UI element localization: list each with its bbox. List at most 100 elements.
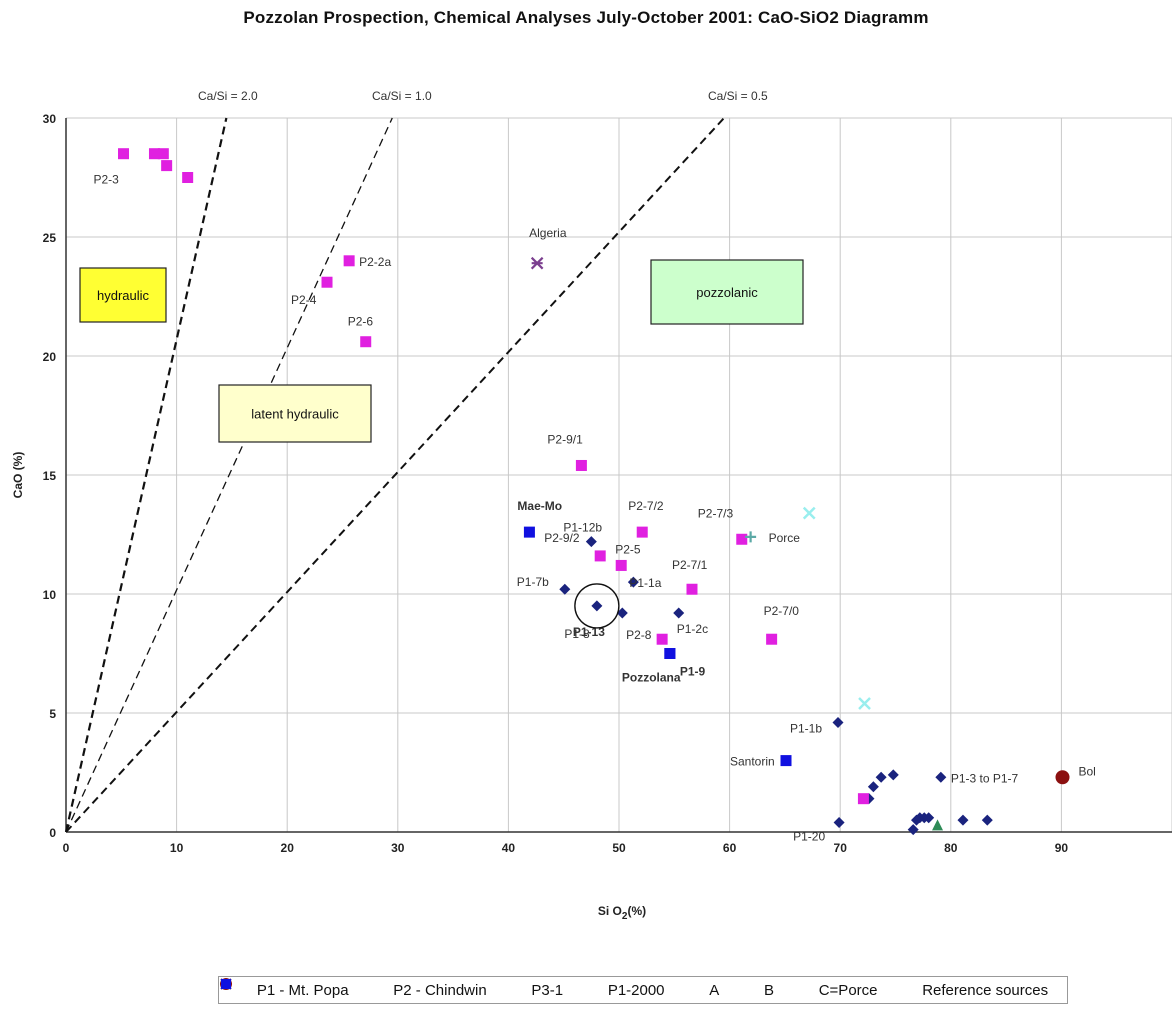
- data-point: [321, 276, 333, 288]
- series-b: Bol: [1055, 764, 1096, 785]
- point-label: P2-3: [94, 173, 120, 187]
- data-point: [907, 824, 919, 836]
- data-point: [118, 148, 130, 160]
- ratio-line-label: Ca/Si = 2.0: [198, 89, 258, 103]
- series-reference-sources: Mae-Mo Pozzolana P1-9 Santorin: [517, 499, 792, 769]
- y-tick-label: 5: [49, 707, 56, 721]
- legend-item: P1-2000: [220, 978, 665, 999]
- point-label: P1-9: [680, 665, 706, 679]
- ratio-line: [65, 117, 725, 833]
- series-c-porce: Porce: [745, 531, 800, 545]
- x-tick-label: 60: [723, 841, 737, 855]
- point-label: P1-3 to P1-7: [951, 771, 1019, 785]
- legend-label: Reference sources: [922, 981, 1049, 999]
- x-tick-label: 20: [281, 841, 295, 855]
- data-point: [664, 648, 676, 659]
- x-tick-label: 40: [502, 841, 516, 855]
- region-box: [79, 267, 167, 323]
- data-point: [875, 771, 887, 783]
- point-label: P1-8: [564, 627, 590, 641]
- y-tick-label: 10: [43, 588, 57, 602]
- data-point: [766, 633, 778, 645]
- data-point: [161, 160, 173, 172]
- data-point: [575, 459, 587, 471]
- scatter-plot: 0 10 20 30 40 50 60 70 80 90 0 5 10 15 20 25 30 Si O2(%) C…: [11, 89, 1172, 922]
- data-point: [157, 148, 169, 160]
- point-label: Santorin: [730, 755, 775, 769]
- data-point: [594, 550, 606, 562]
- legend-label: P2 - Chindwin: [393, 981, 487, 999]
- x-tick-label: 70: [834, 841, 848, 855]
- data-point: [745, 531, 757, 543]
- point-label: P2-2a: [359, 255, 391, 269]
- point-label: Porce: [769, 531, 801, 545]
- point-label: P2-9/1: [547, 432, 583, 446]
- data-point: [627, 576, 639, 588]
- legend-item: P3-1: [221, 979, 564, 999]
- point-label: P1-2c: [677, 622, 708, 636]
- data-point: [591, 600, 603, 612]
- region-label: pozzolanic: [696, 285, 758, 300]
- point-label: P2-4: [291, 293, 317, 307]
- data-point: [981, 814, 993, 826]
- data-point: [686, 583, 698, 595]
- data-point: [832, 717, 844, 729]
- legend-label: B: [763, 981, 774, 999]
- point-label: Mae-Mo: [517, 499, 562, 513]
- point-label: P1-20: [793, 829, 825, 843]
- series-p1-2000: [802, 506, 871, 710]
- data-point: [736, 533, 748, 545]
- data-point: [182, 172, 194, 183]
- legend-label: A: [709, 981, 720, 999]
- legend: P1 - Mt. Popa P2 - Chindwin P3-1 P1-2000 A B C…: [218, 976, 1068, 1004]
- x-axis-label: Si O2(%): [598, 904, 646, 922]
- data-point: [833, 816, 845, 828]
- data-point: [636, 526, 648, 538]
- y-tick-label: 15: [43, 469, 57, 483]
- point-label: P2-7/2: [628, 499, 664, 513]
- series-p3-1: [932, 819, 944, 831]
- x-tick-label: 80: [944, 841, 958, 855]
- series-p2-chindwin: P2-3 P2-2a P2-4 P2-6 P2-9/1 P2-7/2 P2-7/3 P2-9/…: [94, 148, 869, 805]
- point-label: Pozzolana: [622, 671, 681, 685]
- series-a: Algeria: [529, 226, 567, 270]
- legend-label: P1 - Mt. Popa: [256, 981, 349, 999]
- data-point: [935, 771, 947, 783]
- legend-marker-icon: [221, 979, 388, 997]
- legend-marker-icon: [220, 978, 603, 997]
- data-point: [559, 583, 571, 595]
- region-label: latent hydraulic: [251, 407, 339, 422]
- point-label: P2-6: [348, 315, 374, 329]
- data-point: [615, 559, 627, 571]
- x-tick-label: 30: [391, 841, 405, 855]
- chart-title: Pozzolan Prospection, Chemical Analyses …: [243, 8, 929, 27]
- point-label: P2-5: [615, 542, 641, 556]
- data-point: [867, 781, 879, 793]
- legend-item: C=Porce: [221, 979, 878, 999]
- data-point: [585, 536, 597, 548]
- data-point: [780, 755, 792, 767]
- region-box: [218, 384, 372, 443]
- point-label: P1-1a: [629, 576, 661, 590]
- ratio-line: [64, 117, 228, 833]
- point-label: P2-7/1: [672, 558, 708, 572]
- region-box: [650, 259, 804, 325]
- legend-marker-icon: [221, 979, 917, 997]
- legend-label: P3-1: [531, 981, 564, 999]
- legend-label: C=Porce: [818, 981, 878, 999]
- point-label: P2-9/2: [544, 531, 580, 545]
- ratio-line: [65, 117, 393, 833]
- data-point: [656, 633, 668, 645]
- data-point: [616, 607, 628, 619]
- x-tick-label: 0: [63, 841, 70, 855]
- legend-marker-icon: [221, 979, 526, 997]
- data-point: [523, 526, 535, 538]
- y-tick-label: 0: [49, 826, 56, 840]
- y-tick-label: 30: [43, 112, 57, 126]
- data-point: [923, 812, 935, 824]
- highlight-circle: [574, 583, 620, 629]
- point-label: P1-1b: [790, 722, 822, 736]
- data-point: [530, 256, 544, 270]
- legend-item: B: [220, 978, 774, 999]
